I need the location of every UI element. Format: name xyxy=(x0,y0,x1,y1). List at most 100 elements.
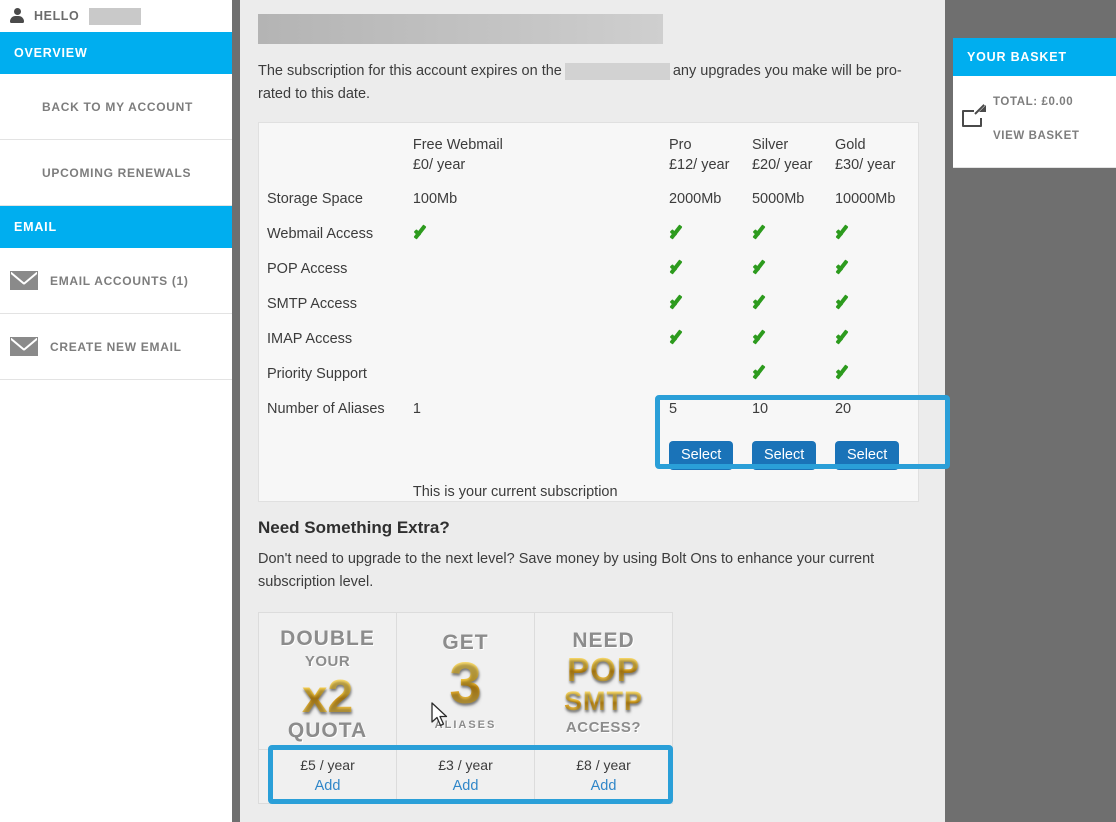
check-icon xyxy=(669,223,691,241)
bolt-on-card-double-quota[interactable]: DOUBLE YOUR x2 QUOTA £5 / year Add xyxy=(258,612,397,804)
check-icon xyxy=(752,328,774,346)
envelope-icon xyxy=(10,337,38,356)
bolt-on-artwork-get-3-aliases: GET 3 ALIASES xyxy=(397,613,534,749)
sidebar-item-upcoming-renewals-label: UPCOMING RENEWALS xyxy=(42,165,192,180)
main-content: The subscription for this account expire… xyxy=(240,0,950,822)
select-cell-pro: Select xyxy=(668,426,752,484)
art-line-2: YOUR xyxy=(304,652,351,670)
art-line-1: NEED xyxy=(572,629,635,652)
page-title-redacted xyxy=(258,14,663,44)
table-row: Priority Support xyxy=(259,356,918,391)
check-icon xyxy=(752,258,774,276)
basket-body: TOTAL: £0.00 VIEW BASKET xyxy=(953,76,1116,168)
feature-label: Number of Aliases xyxy=(267,400,385,417)
sidebar-item-email-accounts[interactable]: EMAIL ACCOUNTS (1) xyxy=(0,248,232,314)
cell-value: 5 xyxy=(668,400,678,417)
sidebar-section-overview-label: OVERVIEW xyxy=(14,46,88,60)
cell-value: 10 xyxy=(751,400,769,417)
add-bolt-on-pop-smtp-link[interactable]: Add xyxy=(590,778,617,794)
plan-header-silver: Silver £20/ year xyxy=(752,123,835,181)
select-silver-button[interactable]: Select xyxy=(751,440,817,470)
mouse-cursor xyxy=(431,702,448,727)
feature-label: POP Access xyxy=(267,260,348,277)
bolt-on-footer: £3 / year Add xyxy=(397,749,534,803)
plan-comparison-panel: Free Webmail £0/ year Pro £12/ year Silv… xyxy=(258,122,950,502)
select-pro-button[interactable]: Select xyxy=(668,440,734,470)
sidebar-item-upcoming-renewals[interactable]: UPCOMING RENEWALS xyxy=(0,140,232,206)
plan-header-free-webmail: Free Webmail £0/ year xyxy=(413,123,669,181)
sidebar-section-email-label: EMAIL xyxy=(14,220,57,234)
art-line-2: POP xyxy=(567,651,640,688)
cell-check xyxy=(835,251,918,286)
art-big-text: SMTP xyxy=(563,686,643,716)
table-row: Number of Aliases 1 5 10 20 xyxy=(259,391,918,426)
expiry-date-redacted xyxy=(564,62,670,80)
cell-check xyxy=(835,321,918,356)
cell-check xyxy=(835,216,918,251)
greeting-row: HELLO xyxy=(0,0,232,32)
table-header-row: Free Webmail £0/ year Pro £12/ year Silv… xyxy=(259,123,918,181)
feature-label: Storage Space xyxy=(267,190,363,207)
external-link-icon xyxy=(962,105,986,127)
cell-empty xyxy=(413,251,669,286)
plan-price-gold: £30/ year xyxy=(834,157,896,173)
check-icon xyxy=(752,363,774,381)
check-icon xyxy=(752,223,774,241)
art-big-text: x2 xyxy=(301,669,354,722)
feature-label: SMTP Access xyxy=(267,295,357,312)
feature-column-header xyxy=(259,123,413,181)
bolt-on-card-get-3-aliases[interactable]: GET 3 ALIASES £3 / year Add xyxy=(396,612,535,804)
sidebar-item-back-to-my-account[interactable]: BACK TO MY ACCOUNT xyxy=(0,74,232,140)
view-basket-link[interactable]: VIEW BASKET xyxy=(993,130,1080,142)
plan-name-gold: Gold xyxy=(834,137,866,153)
sidebar-item-create-new-email[interactable]: CREATE NEW EMAIL xyxy=(0,314,232,380)
table-row: IMAP Access xyxy=(259,321,918,356)
bolt-on-card-list: DOUBLE YOUR x2 QUOTA £5 / year Add GET 3 xyxy=(258,612,938,804)
plan-price-pro: £12/ year xyxy=(668,157,730,173)
current-subscription-row: This is your current subscription xyxy=(259,484,918,500)
table-row: Storage Space 100Mb 2000Mb 5000Mb 10000M… xyxy=(259,181,918,216)
art-line-3: QUOTA xyxy=(287,718,368,742)
table-row: Webmail Access xyxy=(259,216,918,251)
expiry-text-after: any upgrades you make will be pro-rated … xyxy=(258,63,902,102)
cell-check xyxy=(752,251,835,286)
cell-value: 5000Mb xyxy=(751,190,805,207)
plan-comparison-table: Free Webmail £0/ year Pro £12/ year Silv… xyxy=(259,123,918,500)
basket-total: TOTAL: £0.00 xyxy=(993,96,1074,108)
select-gold-button[interactable]: Select xyxy=(834,440,900,470)
feature-label: Priority Support xyxy=(267,365,367,382)
basket-panel: YOUR BASKET TOTAL: £0.00 VIEW BASKET xyxy=(953,38,1116,168)
cell-empty xyxy=(413,356,669,391)
plan-name-silver: Silver xyxy=(751,137,789,153)
art-line-3: ACCESS? xyxy=(565,719,642,736)
subscription-expiry-text: The subscription for this account expire… xyxy=(258,60,928,106)
left-sidebar: HELLO OVERVIEW BACK TO MY ACCOUNT UPCOMI… xyxy=(0,0,232,822)
bolt-on-price: £3 / year xyxy=(438,757,493,773)
bolt-on-footer: £5 / year Add xyxy=(259,749,396,803)
bolt-on-card-pop-smtp-access[interactable]: NEED POP SMTP ACCESS? £8 / year Add xyxy=(534,612,673,804)
add-bolt-on-double-quota-link[interactable]: Add xyxy=(314,778,341,794)
check-icon xyxy=(669,293,691,311)
plan-header-gold: Gold £30/ year xyxy=(835,123,918,181)
bolt-on-artwork-pop-smtp-access: NEED POP SMTP ACCESS? xyxy=(535,613,672,749)
select-cell-gold: Select xyxy=(834,426,918,484)
current-subscription-note: This is your current subscription xyxy=(412,484,618,500)
art-big-text: 3 xyxy=(449,651,482,716)
table-row: SMTP Access xyxy=(259,286,918,321)
check-icon xyxy=(752,293,774,311)
check-icon xyxy=(413,223,435,241)
table-row: POP Access xyxy=(259,251,918,286)
feature-label: IMAP Access xyxy=(267,330,353,347)
add-bolt-on-get-3-aliases-link[interactable]: Add xyxy=(452,778,479,794)
feature-label: Webmail Access xyxy=(267,225,374,242)
need-something-extra-paragraph: Don't need to upgrade to the next level?… xyxy=(258,551,875,590)
cell-check xyxy=(669,321,752,356)
check-icon xyxy=(835,293,857,311)
sidebar-section-email: EMAIL xyxy=(0,206,232,248)
art-line-1: DOUBLE xyxy=(280,626,375,650)
check-icon xyxy=(835,223,857,241)
check-icon xyxy=(835,363,857,381)
person-icon xyxy=(10,8,24,24)
greeting-label: HELLO xyxy=(34,9,80,23)
